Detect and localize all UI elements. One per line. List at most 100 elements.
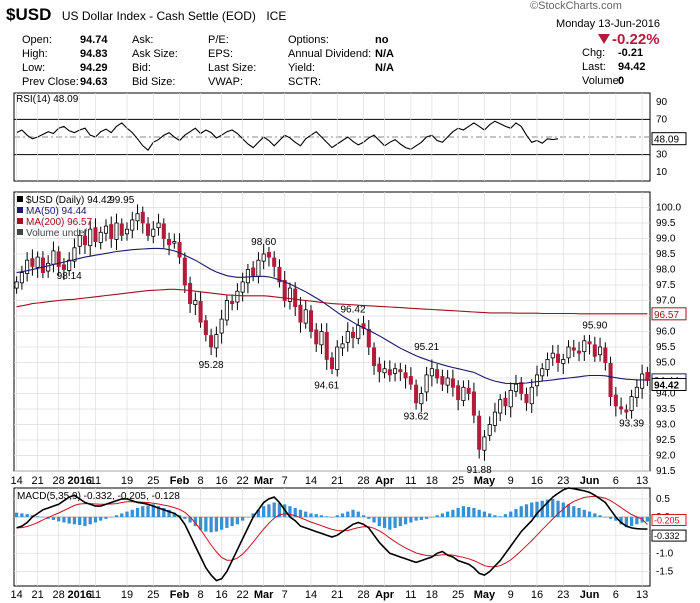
macd-histogram-bar (556, 500, 560, 518)
macd-histogram-bar (14, 512, 19, 518)
x-tick-label: Jun (580, 589, 600, 601)
candle-body (219, 318, 224, 334)
macd-histogram-bar (78, 517, 82, 526)
candle-body (382, 368, 387, 374)
price-y-tick: 97.5 (656, 280, 676, 291)
candle-body (487, 424, 492, 436)
macd-histogram-bar (382, 517, 387, 528)
x-tick-label: 7 (282, 589, 288, 601)
macd-histogram-bar (198, 517, 203, 530)
macd-histogram-bar (530, 502, 534, 518)
panel-frame (13, 487, 651, 587)
candle-body (67, 259, 72, 271)
candle-body (429, 368, 434, 377)
macd-histogram-bar (587, 511, 592, 518)
candle-body (582, 340, 587, 353)
candle-body (608, 363, 613, 397)
candle-body (182, 257, 187, 286)
price-legend: MA(200) 96.57 (26, 217, 93, 228)
quote-label: Chg: (582, 47, 606, 59)
x-tick-label: 18 (426, 589, 438, 601)
macd-histogram-bar (346, 511, 350, 518)
macd-histogram-bar (304, 511, 308, 518)
macd-y-tick: -1.0 (656, 548, 674, 559)
macd-histogram-bar (114, 515, 119, 518)
price-y-tick: 97.0 (656, 296, 676, 307)
quote-value: no (375, 34, 389, 46)
price-y-tick: 95.0 (656, 358, 676, 369)
x-tick-label: 28 (357, 589, 369, 601)
x-tick-label: 13 (636, 475, 648, 487)
candle-body (14, 281, 19, 289)
candle-body (624, 409, 629, 413)
candle-body (177, 242, 182, 258)
candle-body (555, 353, 561, 363)
macd-histogram-bar (440, 513, 445, 518)
macd-histogram-bar (367, 517, 371, 519)
candle-body (577, 350, 582, 354)
candle-body (629, 396, 634, 411)
macd-histogram-bar (398, 517, 402, 527)
macd-histogram-bar (608, 517, 613, 519)
macd-histogram-bar (330, 517, 334, 518)
macd-histogram-bar (629, 517, 634, 527)
macd-histogram-bar (188, 517, 192, 523)
rsi-last-label: 48.09 (654, 135, 679, 146)
candle-body (293, 288, 298, 308)
macd-histogram-bar (614, 517, 618, 521)
quote-value: 94.63 (80, 76, 108, 88)
candle-body (387, 369, 392, 376)
candle-body (461, 386, 466, 402)
quote-label: VWAP: (208, 76, 244, 88)
x-tick-label: 25 (452, 589, 464, 601)
macd-histogram-bar (88, 517, 92, 525)
candle-body (272, 257, 277, 267)
macd-histogram-bar (62, 517, 66, 523)
macd-histogram-bar (135, 507, 140, 518)
candle-body (193, 300, 198, 305)
x-tick-label: 28 (53, 475, 65, 487)
price-y-tick: 93.0 (656, 420, 676, 431)
x-tick-label: 23 (557, 589, 569, 601)
rsi-last-box (651, 132, 687, 146)
macd-histogram-bar (356, 511, 360, 518)
ma50-line (16, 247, 648, 385)
last-value-label: 94.42 (654, 380, 679, 391)
macd-histogram-bar (309, 513, 313, 518)
price-y-tick: 98.5 (656, 249, 676, 260)
macd-histogram-bar (503, 514, 508, 518)
candle-body (188, 283, 193, 305)
candle-body (167, 239, 172, 246)
candle-body (345, 331, 350, 343)
price-annotation: 95.21 (414, 342, 439, 353)
price-annotation: 95.90 (582, 321, 607, 332)
candle-body (46, 262, 51, 272)
legend-swatch (17, 218, 23, 224)
price-y-tick: 99.0 (656, 234, 676, 245)
macd-histogram-bar (167, 509, 171, 518)
quote-label: SCTR: (288, 76, 321, 88)
candle-body (40, 257, 45, 273)
macd-histogram-bar (645, 517, 650, 522)
macd-histogram-bar (41, 517, 45, 518)
macd-histogram-bar (230, 517, 234, 527)
candle-body (35, 256, 40, 268)
rsi-y-tick: 10 (656, 167, 668, 178)
candle-body (356, 324, 361, 340)
macd-histogram-bar (377, 517, 381, 527)
macd-histogram-bar (225, 517, 229, 528)
x-tick-label: 16 (531, 475, 543, 487)
price-annotation: 95.28 (199, 360, 224, 371)
rsi-y-tick: 90 (656, 97, 668, 108)
macd-histogram-bar (519, 506, 523, 518)
candle-body (314, 329, 319, 345)
candle-body (61, 264, 66, 270)
candle-body (503, 397, 508, 407)
x-tick-label: 28 (357, 475, 369, 487)
x-tick-label: Feb (170, 589, 190, 601)
x-tick-label: 28 (53, 589, 65, 601)
price-legend: MA(50) 94.44 (26, 206, 87, 217)
quote-label: Bid: (132, 62, 151, 74)
candle-body (492, 411, 497, 426)
candle-body (393, 368, 398, 374)
